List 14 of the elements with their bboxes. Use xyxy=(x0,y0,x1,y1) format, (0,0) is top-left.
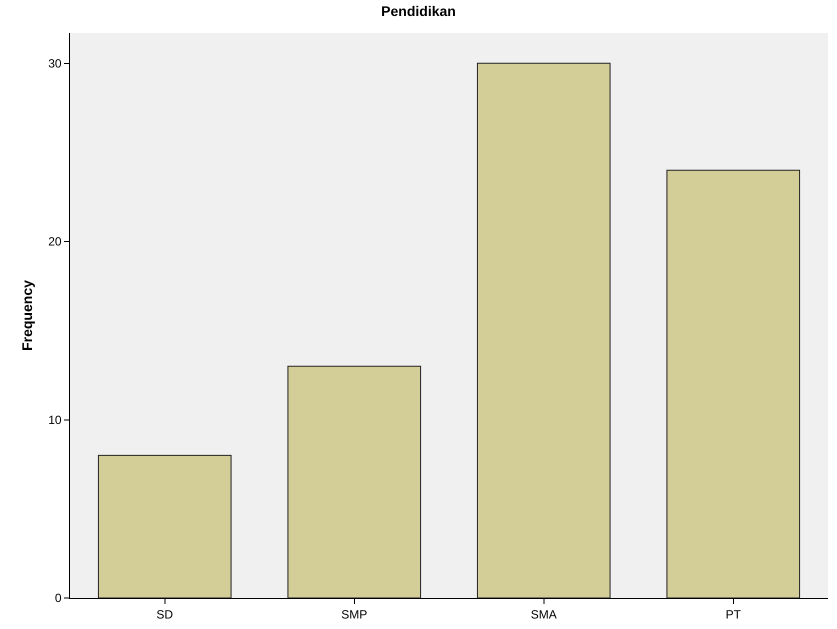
bar xyxy=(98,454,232,598)
bar xyxy=(287,366,422,598)
chart-title: Pendidikan xyxy=(381,3,456,20)
y-tick-label: 10 xyxy=(48,412,62,427)
bar xyxy=(476,62,611,598)
y-tick-label: 30 xyxy=(48,56,62,70)
x-tick-label: PT xyxy=(726,607,742,622)
x-tick-label: SMA xyxy=(530,607,557,622)
x-tick-label: SMP xyxy=(341,607,368,622)
x-tick-label: SD xyxy=(156,607,174,622)
y-axis-title: Frequency xyxy=(18,280,35,351)
y-tick-label: 0 xyxy=(54,591,62,606)
bar xyxy=(666,170,800,598)
y-tick-label: 20 xyxy=(48,234,62,249)
